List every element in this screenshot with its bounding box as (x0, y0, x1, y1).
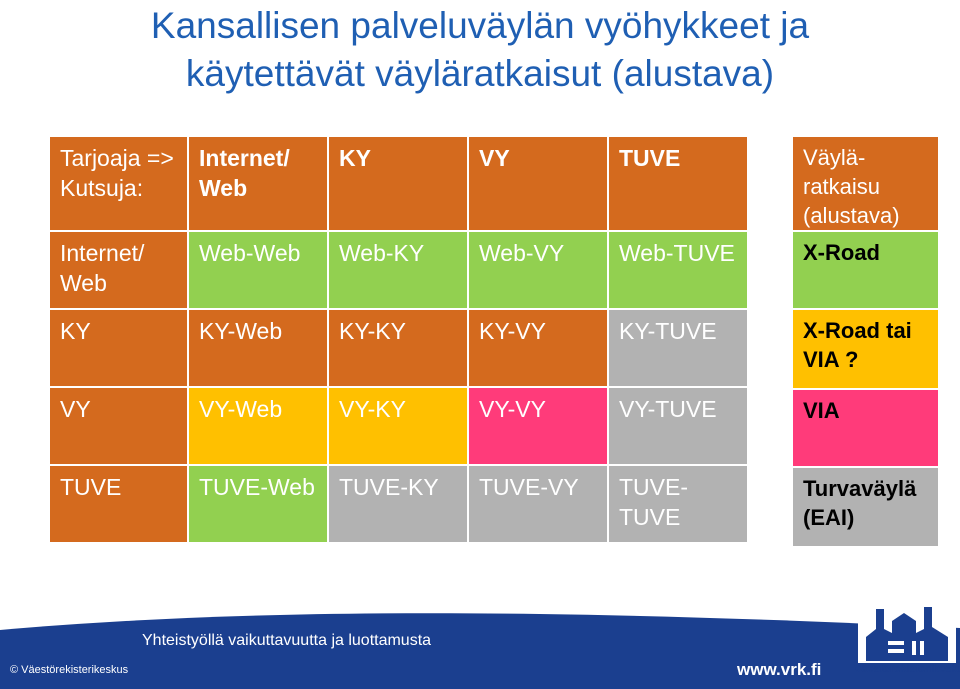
slide-title-line1: Kansallisen palveluväylän vyöhykkeet ja (150, 5, 810, 46)
cell-web-tuve: Web-TUVE (609, 232, 747, 308)
cell-vy-web: VY-Web (189, 388, 327, 464)
cell-web-ky: Web-KY (329, 232, 467, 308)
solution-turvavayla: Turvaväylä (EAI) (793, 468, 938, 546)
cell-ky-vy: KY-VY (469, 310, 607, 386)
cell-web-web: Web-Web (189, 232, 327, 308)
row-label-vy: VY (50, 388, 187, 464)
solution-x-road-or-via: X-Road tai VIA ? (793, 310, 938, 388)
header-cell-ky: KY (329, 137, 467, 230)
cell-tuve-ky: TUVE-KY (329, 466, 467, 542)
cell-vy-tuve: VY-TUVE (609, 388, 747, 464)
row-label-ky: KY (50, 310, 187, 386)
cell-tuve-web: TUVE-Web (189, 466, 327, 542)
slide-title-line2: käytettävät väyläratkaisut (alustava) (185, 53, 775, 94)
cell-ky-tuve: KY-TUVE (609, 310, 747, 386)
cell-ky-web: KY-Web (189, 310, 327, 386)
row-label-internet-web: Internet/ Web (50, 232, 187, 308)
cell-tuve-vy: TUVE-VY (469, 466, 607, 542)
header-cell-internet-web: Internet/ Web (189, 137, 327, 230)
cell-ky-ky: KY-KY (329, 310, 467, 386)
row-label-tuve: TUVE (50, 466, 187, 542)
vrk-logo-icon (858, 603, 956, 663)
cell-vy-vy: VY-VY (469, 388, 607, 464)
solution-header: Väylä-ratkaisu (alustava) (793, 137, 938, 230)
cell-tuve-tuve: TUVE-TUVE (609, 466, 747, 542)
footer-copyright: © Väestörekisterikeskus (10, 664, 129, 676)
cell-web-vy: Web-VY (469, 232, 607, 308)
header-cell-tuve: TUVE (609, 137, 747, 230)
footer-slogan: Yhteistyöllä vaikuttavuutta ja luottamus… (142, 632, 432, 649)
footer-logo-text: Väestörekisterikeskus (854, 663, 960, 675)
cell-vy-ky: VY-KY (329, 388, 467, 464)
table-corner-cell: Tarjoaja => Kutsuja: (50, 137, 187, 230)
solution-x-road: X-Road (793, 232, 938, 308)
solution-via: VIA (793, 390, 938, 466)
header-cell-vy: VY (469, 137, 607, 230)
footer-band (0, 613, 960, 689)
footer-url: www.vrk.fi (737, 660, 822, 679)
